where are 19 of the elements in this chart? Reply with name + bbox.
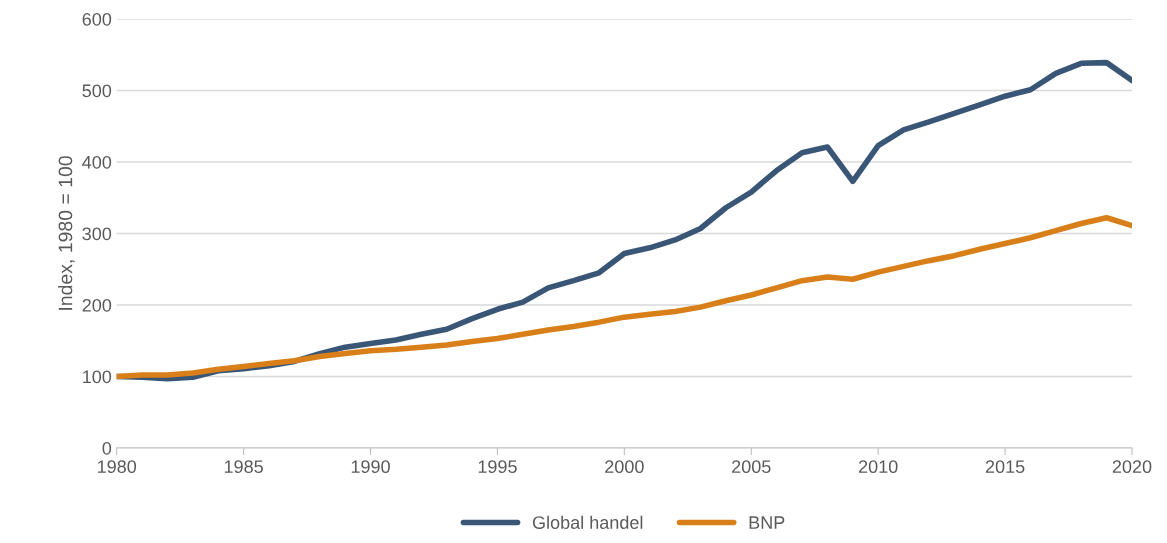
y-axis-title: Index, 1980 = 100	[58, 156, 75, 310]
x-tick-label: 2010	[858, 460, 898, 474]
x-tick-label: 1985	[224, 460, 263, 474]
legend-label: Global handel	[532, 515, 643, 529]
y-tick-label: 100	[83, 370, 112, 384]
x-tick-label: 1995	[478, 460, 517, 474]
y-tick-label: 200	[82, 298, 112, 312]
y-tick-label: 500	[82, 84, 112, 98]
y-tick-label: 400	[82, 155, 112, 169]
y-tick-label: 0	[102, 441, 112, 455]
y-tick-label: 300	[82, 227, 112, 241]
x-tick-label: 1990	[351, 460, 390, 474]
x-tick-label: 2015	[985, 460, 1025, 474]
y-tick-label: 600	[82, 12, 112, 26]
x-tick-label: 2000	[605, 460, 644, 474]
x-tick-label: 1980	[98, 460, 137, 474]
legend-label: BNP	[749, 516, 785, 529]
x-tick-label: 2005	[732, 460, 771, 474]
x-tick-label: 2020	[1112, 460, 1152, 474]
